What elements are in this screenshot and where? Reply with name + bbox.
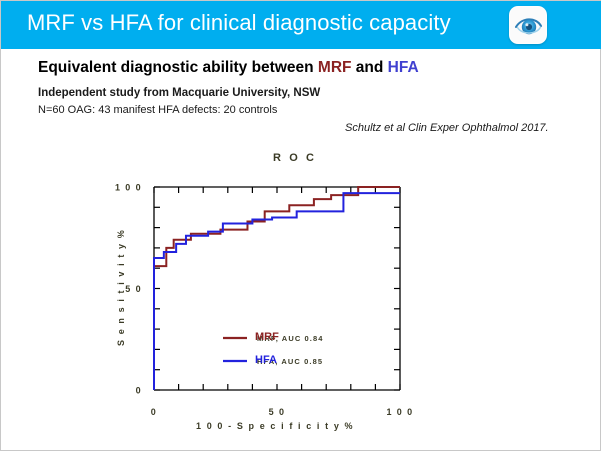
y-tick-label: 1 0 0	[115, 183, 142, 193]
roc-chart: R O C 0 5 0 1 0 0 0 5 0 1 0 0 1 0 0 - S p e …	[1, 141, 601, 441]
x-axis-tick-labels: 0 5 0 1 0 0	[151, 407, 413, 417]
x-tick-label: 0	[151, 407, 157, 417]
slide-title: MRF vs HFA for clinical diagnostic capac…	[27, 10, 451, 35]
y-tick-label: 5 0	[125, 284, 142, 294]
headline-hfa: HFA	[387, 59, 419, 76]
eye-icon	[509, 6, 547, 44]
x-tick-label: 5 0	[269, 407, 286, 417]
legend-label-mrf: MRF, AUC 0.84	[257, 334, 324, 343]
sample-size-line: N=60 OAG: 43 manifest HFA defects: 20 co…	[38, 104, 278, 116]
legend-badge-hfa: HFA	[255, 354, 277, 366]
x-tick-label: 1 0 0	[386, 407, 413, 417]
legend-label-hfa: HFA, AUC 0.85	[257, 357, 323, 366]
chart-legend: MRF, AUC 0.84 MRF HFA, AUC 0.85 HFA	[223, 331, 324, 366]
legend-badge-mrf: MRF	[255, 331, 279, 343]
roc-curve-mrf	[153, 186, 400, 390]
citation-line: Schultz et al Clin Exper Ophthalmol 2017…	[345, 122, 549, 134]
page-headline: Equivalent diagnostic ability between MR…	[38, 59, 419, 77]
roc-curve-hfa	[153, 192, 400, 390]
y-axis-tick-labels: 0 5 0 1 0 0	[115, 183, 142, 396]
logo-badge	[509, 6, 547, 44]
study-source-line: Independent study from Macquarie Univers…	[38, 87, 321, 99]
y-axis-ticks	[154, 186, 400, 391]
headline-mrf: MRF	[317, 59, 352, 76]
y-axis-title: S e n s i t i v i t y %	[116, 229, 126, 346]
x-axis-title: 1 0 0 - S p e c i f i c i t y %	[196, 421, 354, 431]
slide-header-band	[1, 1, 601, 49]
headline-prefix: Equivalent diagnostic ability between	[38, 59, 318, 76]
y-tick-label: 0	[136, 386, 142, 396]
chart-title: R O C	[273, 152, 317, 164]
headline-middle: and	[351, 59, 388, 76]
